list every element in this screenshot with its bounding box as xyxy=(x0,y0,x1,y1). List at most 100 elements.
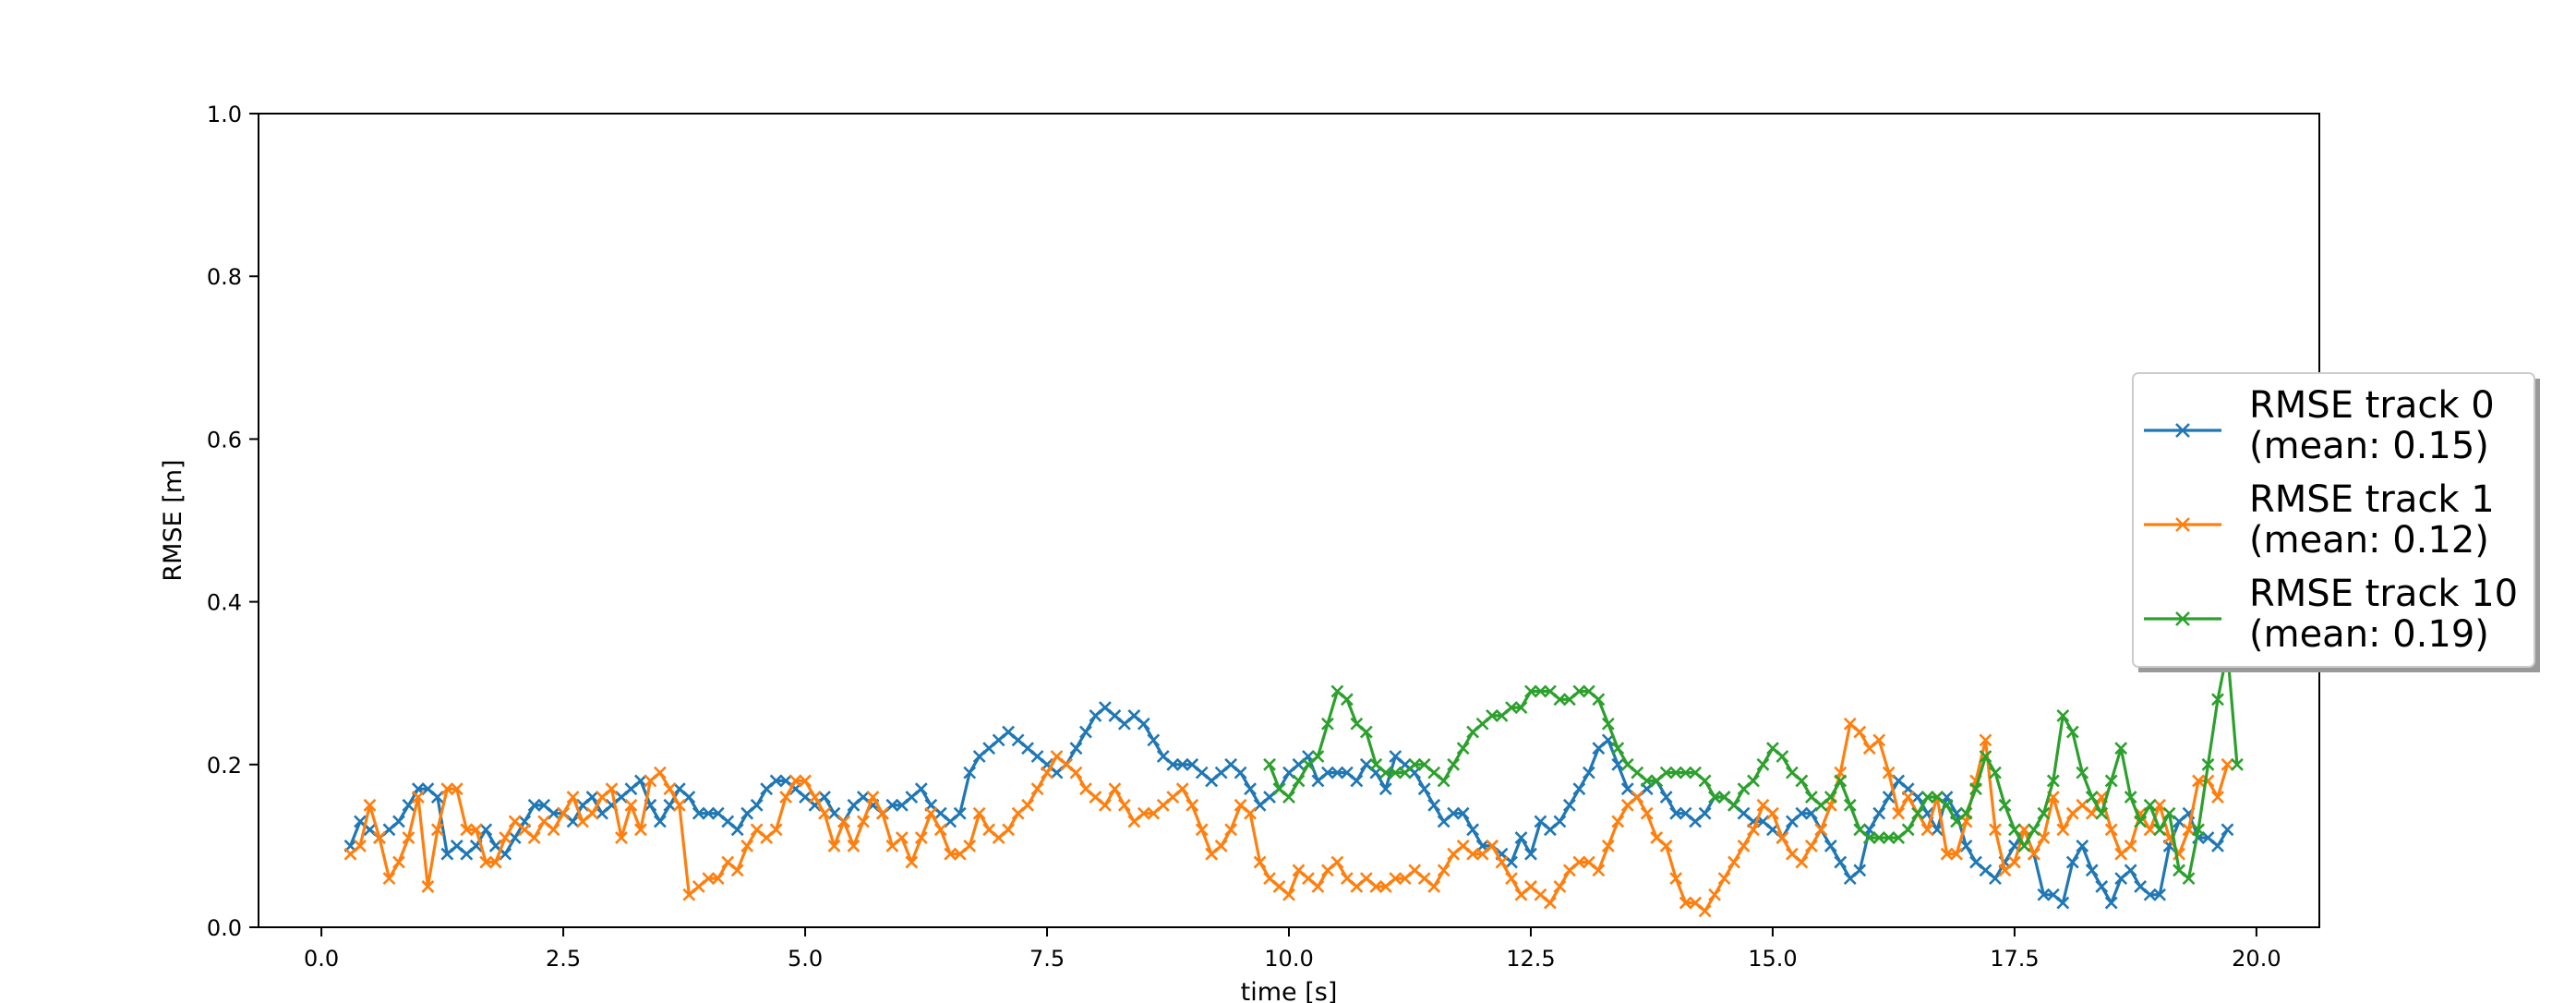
data-point-marker xyxy=(1244,806,1257,820)
data-point-marker xyxy=(1872,806,1886,820)
data-point-marker xyxy=(837,815,850,828)
data-point-marker xyxy=(1408,757,1422,771)
legend-marker xyxy=(2175,517,2190,532)
data-point-marker xyxy=(1727,798,1740,812)
data-point-marker xyxy=(1321,717,1334,731)
data-point-marker xyxy=(944,847,957,861)
data-point-marker xyxy=(1456,806,1470,820)
data-point-marker xyxy=(1147,733,1161,747)
x-axis-label: time [s] xyxy=(1241,978,1338,1003)
data-point-marker xyxy=(1505,701,1518,715)
legend-label: RMSE track 10 xyxy=(2249,573,2518,615)
data-point-marker xyxy=(527,798,541,812)
data-point-marker xyxy=(1843,798,1857,812)
legend-mean-label: (mean: 0.15) xyxy=(2249,425,2489,467)
data-point-marker xyxy=(1330,766,1344,779)
data-point-marker xyxy=(1834,855,1848,869)
series-track-0 xyxy=(343,701,2234,910)
data-point-marker xyxy=(1940,798,1954,812)
data-point-marker xyxy=(1862,831,1876,845)
data-point-marker xyxy=(1747,823,1760,837)
data-point-marker xyxy=(2008,823,2021,837)
data-point-marker xyxy=(1330,855,1344,869)
data-point-marker xyxy=(2221,823,2234,837)
data-point-marker xyxy=(1214,839,1228,852)
data-point-marker xyxy=(2076,839,2089,852)
data-point-marker xyxy=(2037,888,2051,901)
data-point-marker xyxy=(1447,806,1461,820)
data-point-marker xyxy=(1195,823,1209,837)
data-point-marker xyxy=(1117,798,1131,812)
data-point-marker xyxy=(711,872,725,886)
data-point-marker xyxy=(392,815,405,828)
legend-mean-label: (mean: 0.12) xyxy=(2249,519,2489,562)
data-point-marker xyxy=(2153,823,2167,837)
data-point-marker xyxy=(1466,823,1480,837)
data-point-marker xyxy=(1572,855,1586,869)
data-point-marker xyxy=(1495,855,1509,869)
data-point-marker xyxy=(1069,742,1083,755)
data-point-marker xyxy=(1698,774,1712,788)
data-point-marker xyxy=(421,880,435,893)
data-point-marker xyxy=(633,823,647,837)
data-point-marker xyxy=(1950,847,1963,861)
data-point-marker xyxy=(1766,806,1779,820)
data-point-marker xyxy=(1234,766,1247,779)
data-point-marker xyxy=(905,855,919,869)
data-point-marker xyxy=(1979,733,1992,747)
data-point-marker xyxy=(2134,815,2148,828)
data-point-marker xyxy=(2056,823,2070,837)
data-point-marker xyxy=(1920,791,1934,804)
data-point-marker xyxy=(1572,684,1586,698)
data-point-marker xyxy=(1669,872,1683,886)
data-point-marker xyxy=(1282,888,1295,901)
data-point-marker xyxy=(2095,806,2109,820)
data-point-marker xyxy=(1002,823,1016,837)
data-point-marker xyxy=(2153,888,2167,901)
data-point-marker xyxy=(730,823,744,837)
data-point-marker xyxy=(1592,864,1606,877)
x-tick-label: 7.5 xyxy=(1029,946,1065,972)
data-point-marker xyxy=(1021,798,1034,812)
data-point-marker xyxy=(402,831,415,845)
data-point-marker xyxy=(1824,791,1837,804)
data-point-marker xyxy=(527,831,541,845)
data-point-marker xyxy=(1989,766,2002,779)
data-point-marker xyxy=(1969,782,1982,796)
data-point-marker xyxy=(1175,757,1189,771)
x-tick-label: 17.5 xyxy=(1990,946,2039,972)
legend-marker xyxy=(2175,423,2190,438)
data-point-marker xyxy=(363,798,377,812)
data-point-marker xyxy=(730,864,744,877)
data-point-marker xyxy=(933,823,947,837)
data-point-marker xyxy=(769,823,783,837)
data-point-marker xyxy=(605,782,619,796)
data-point-marker xyxy=(1553,693,1567,707)
data-point-marker xyxy=(1282,791,1295,804)
data-point-marker xyxy=(1659,791,1673,804)
data-point-marker xyxy=(2017,839,2031,852)
data-point-marker xyxy=(2027,823,2040,837)
data-point-marker xyxy=(2056,709,2070,722)
data-point-marker xyxy=(1098,798,1112,812)
data-point-marker xyxy=(1940,847,1954,861)
data-point-marker xyxy=(450,782,463,796)
data-point-marker xyxy=(1795,774,1809,788)
data-point-marker xyxy=(1998,798,2012,812)
data-point-marker xyxy=(1737,839,1751,852)
data-point-marker xyxy=(769,774,783,788)
x-tick-label: 5.0 xyxy=(788,946,823,972)
data-point-marker xyxy=(2085,791,2099,804)
y-tick-label: 0.4 xyxy=(207,590,242,616)
data-point-marker xyxy=(1447,757,1461,771)
legend-box xyxy=(2132,372,2535,668)
data-point-marker xyxy=(1292,774,1306,788)
data-point-marker xyxy=(2065,855,2079,869)
data-point-marker xyxy=(1795,855,1809,869)
data-point-marker xyxy=(2095,880,2109,893)
data-point-marker xyxy=(1437,774,1451,788)
data-point-marker xyxy=(2182,823,2196,837)
data-point-marker xyxy=(779,791,793,804)
data-point-marker xyxy=(1920,823,1934,837)
